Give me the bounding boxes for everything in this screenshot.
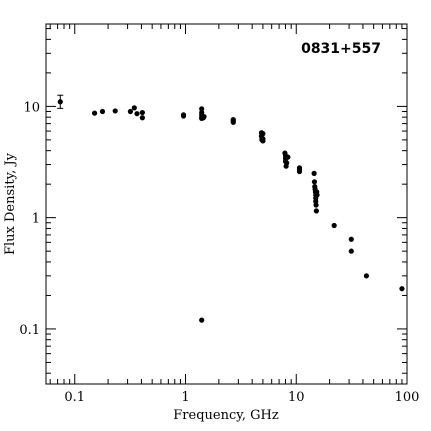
y-tick-label: 0.1 [19, 323, 40, 338]
tick-labels: 0.1 1 10 100 0.1 1 10 [19, 100, 419, 405]
data-point [99, 108, 106, 115]
data-points [57, 99, 405, 323]
data-point [131, 105, 137, 111]
plot-frame [45, 23, 408, 385]
y-tick-label: 10 [23, 100, 40, 115]
data-point [134, 111, 140, 117]
data-point [285, 154, 291, 160]
data-point [296, 168, 303, 175]
data-point [139, 115, 145, 121]
data-point [180, 112, 187, 118]
data-point [311, 170, 317, 176]
data-point [348, 236, 354, 242]
data-point [91, 110, 98, 116]
axis-ticks [46, 24, 408, 384]
data-point [230, 118, 236, 124]
data-point [314, 192, 320, 198]
data-point [313, 208, 319, 214]
x-axis-label: Frequency, GHz [173, 408, 279, 423]
y-axis-label: Flux Density, Jy [3, 152, 18, 255]
data-point [363, 273, 370, 279]
data-point [199, 106, 205, 112]
x-tick-label: 10 [288, 390, 305, 405]
x-tick-label: 1 [181, 390, 189, 405]
y-tick-label: 1 [32, 212, 40, 227]
x-tick-label: 100 [395, 390, 420, 405]
data-point [260, 130, 266, 137]
data-point [127, 108, 133, 115]
data-point [112, 108, 118, 114]
data-point [201, 113, 207, 120]
chart-title: 0831+557 [301, 41, 381, 57]
x-tick-label: 0.1 [64, 390, 85, 405]
data-point [260, 136, 266, 142]
data-point [399, 286, 405, 292]
data-point [139, 109, 145, 116]
data-point [348, 248, 354, 254]
data-point [199, 317, 205, 323]
data-point [313, 202, 319, 208]
data-point [284, 160, 290, 166]
data-point [57, 99, 63, 105]
data-point [311, 179, 318, 185]
data-point [331, 222, 337, 229]
